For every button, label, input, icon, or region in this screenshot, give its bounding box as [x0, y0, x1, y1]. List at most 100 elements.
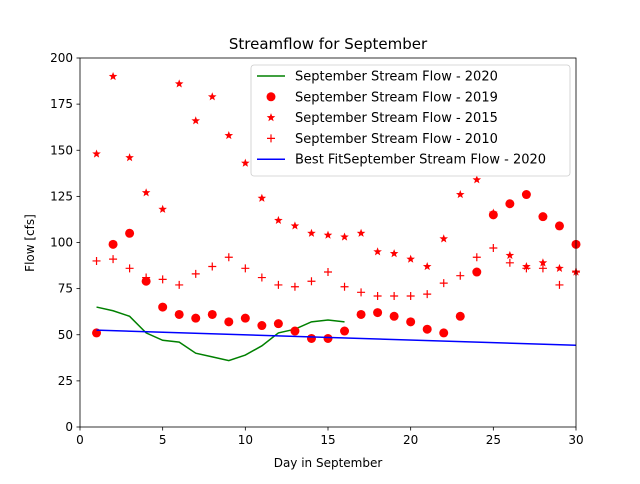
x-tick-label: 10 [238, 433, 253, 447]
y-tick-label: 75 [58, 282, 73, 296]
series-1-point [191, 313, 201, 323]
series-3-point [340, 282, 349, 291]
series-1-point [207, 309, 217, 319]
series-1-point [158, 302, 168, 312]
legend-box [250, 64, 571, 177]
y-tick-label: 0 [65, 420, 73, 434]
series-3-point [406, 292, 415, 301]
series-1-point [521, 190, 531, 200]
legend-label: September Stream Flow - 2015 [295, 111, 498, 126]
series-3-point [257, 273, 266, 282]
series-2-point [439, 234, 449, 243]
series-1-point [224, 317, 234, 327]
legend-label: September Stream Flow - 2019 [295, 90, 498, 105]
series-3-point [307, 277, 316, 286]
series-2-point [340, 232, 349, 241]
series-1-point [505, 199, 515, 209]
series-1-point [389, 311, 399, 321]
series-2-point [406, 254, 415, 263]
series-2-point [158, 204, 167, 213]
series-2-point [323, 230, 333, 239]
series-1-point [422, 324, 432, 334]
legend-label: Best FitSeptember Stream Flow - 2020 [295, 153, 546, 168]
series-3-point [290, 282, 299, 291]
series-2-point [307, 228, 316, 237]
series-1-point [340, 326, 350, 336]
legend: September Stream Flow - 2020 September St… [250, 64, 571, 177]
series-3-point [555, 280, 564, 289]
x-tick-label: 5 [159, 433, 167, 447]
legend-label: September Stream Flow - 2020 [295, 70, 498, 85]
series-2-point [356, 228, 366, 237]
series-3-point [158, 275, 167, 284]
y-tick-label: 150 [50, 143, 73, 157]
series-3-point [472, 253, 481, 262]
series-1-point [174, 309, 184, 319]
series-3-point [489, 244, 498, 253]
series-2-point [422, 261, 432, 271]
series-2-point [257, 193, 267, 202]
series-2-point [389, 249, 399, 258]
series-2-point [92, 149, 101, 158]
y-tick-label: 125 [50, 189, 73, 203]
legend-swatch-marker [266, 113, 276, 122]
series-3-point [191, 269, 200, 278]
series-1-point [554, 221, 564, 231]
axes-frame [79, 57, 577, 428]
series-1-point [323, 333, 333, 343]
series-3-point [241, 264, 250, 273]
legend-swatch-marker [266, 92, 276, 102]
series-3-point [505, 258, 514, 267]
series-2-point [373, 247, 382, 256]
x-tick-label: 30 [568, 433, 583, 447]
y-tick-label: 100 [50, 236, 73, 250]
x-tick-label: 20 [403, 433, 418, 447]
series-2-point [455, 190, 465, 199]
x-tick-label: 25 [486, 433, 501, 447]
y-tick-label: 50 [58, 328, 73, 342]
series-3-point [142, 273, 151, 282]
x-tick-label: 15 [320, 433, 335, 447]
series-1-point [472, 267, 482, 277]
x-tick-label: 0 [76, 433, 84, 447]
y-axis-label: Flow [cfs] [23, 214, 37, 272]
series-2-point [489, 208, 498, 217]
series-2-point [555, 263, 564, 272]
series-2-point [224, 130, 234, 140]
series-3-point [423, 290, 432, 299]
series-2-point [290, 221, 300, 230]
series-3-point [125, 264, 134, 273]
series-3-point [208, 262, 217, 271]
series-2-point [141, 188, 151, 197]
series-3-point [357, 288, 366, 297]
series-2-point [472, 175, 482, 184]
series-0-line [96, 306, 345, 362]
series-1-point [240, 313, 250, 323]
series-3-point [274, 280, 283, 289]
series-1-point [356, 309, 366, 319]
series-2-point [207, 92, 217, 101]
series-2-point [538, 258, 548, 267]
series-3-point [109, 255, 118, 264]
series-2-point [505, 250, 515, 260]
series-3-point [538, 264, 547, 273]
series-1-point [439, 328, 449, 338]
series-3-point [456, 271, 465, 280]
series-1-point [373, 308, 383, 318]
series-3-point [92, 256, 101, 265]
y-tick-label: 25 [58, 374, 73, 388]
series-3-point [522, 264, 531, 273]
y-tick-label: 200 [50, 51, 73, 65]
series-4-line [96, 329, 577, 347]
series-2-point [125, 153, 134, 162]
series-1-point [306, 333, 316, 343]
series-3-point [390, 292, 399, 301]
series-1-point [125, 228, 135, 238]
series-2-point [191, 116, 201, 125]
series-3-point [373, 292, 382, 301]
series-1-point [257, 321, 267, 331]
series-1-point [290, 326, 300, 336]
series-2-point [274, 215, 283, 224]
